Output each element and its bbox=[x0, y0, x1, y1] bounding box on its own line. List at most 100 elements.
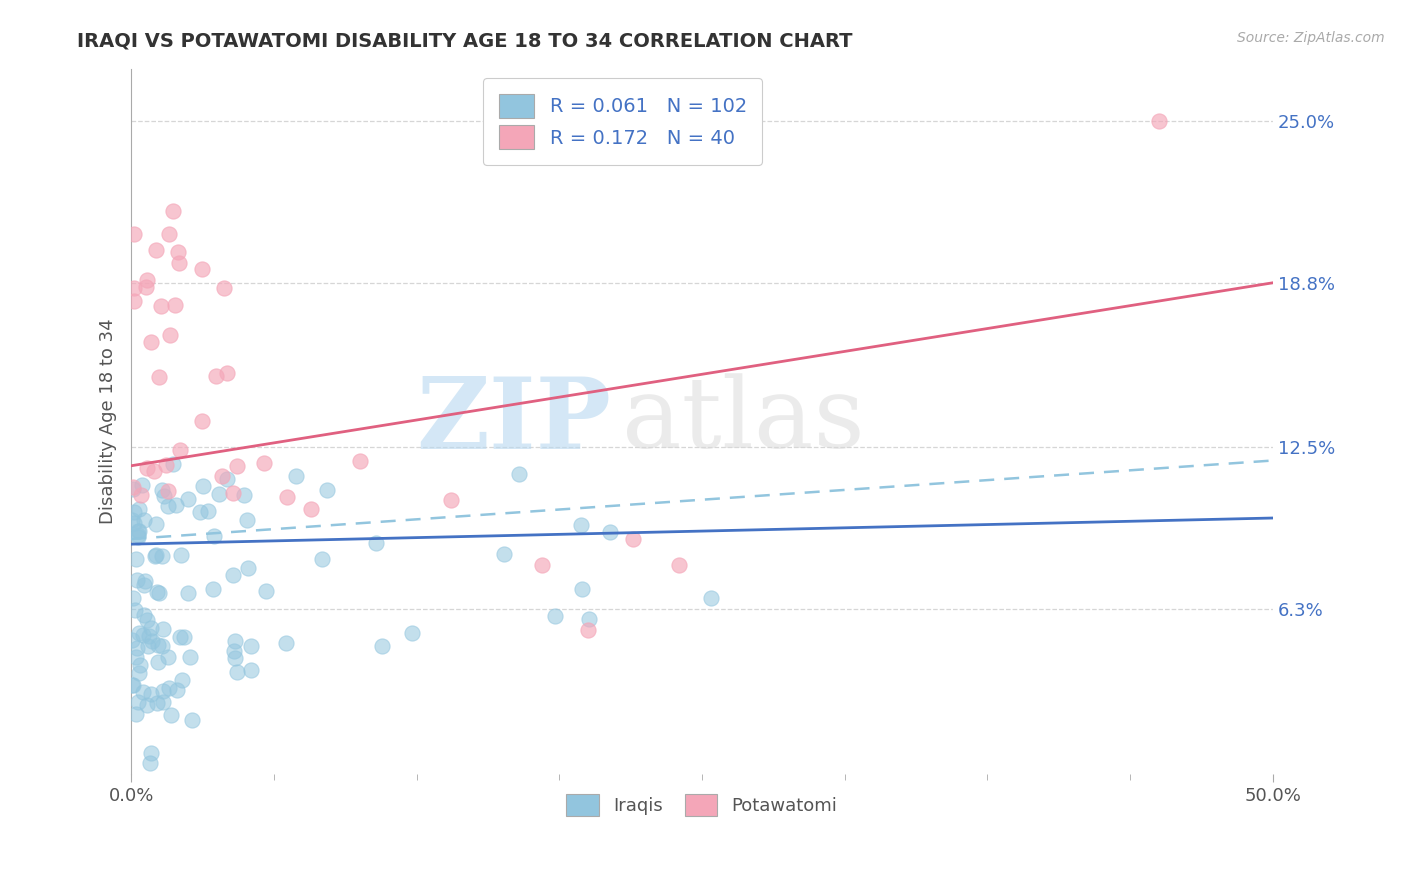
Point bbox=[150, 639, 173, 653]
Point bbox=[136, 613, 159, 627]
Point bbox=[224, 644, 246, 658]
Point bbox=[166, 245, 188, 260]
Point bbox=[494, 547, 516, 561]
Point bbox=[578, 612, 600, 626]
Point bbox=[169, 631, 191, 645]
Point bbox=[177, 586, 200, 600]
Text: IRAQI VS POTAWATOMI DISABILITY AGE 18 TO 34 CORRELATION CHART: IRAQI VS POTAWATOMI DISABILITY AGE 18 TO… bbox=[77, 31, 853, 50]
Point bbox=[371, 639, 394, 653]
Point bbox=[599, 524, 621, 539]
Point bbox=[152, 489, 174, 503]
Point bbox=[233, 487, 256, 501]
Text: atlas: atlas bbox=[621, 374, 865, 469]
Point bbox=[166, 683, 188, 698]
Point bbox=[135, 280, 157, 294]
Point bbox=[179, 649, 201, 664]
Point bbox=[139, 756, 162, 771]
Point bbox=[159, 708, 181, 723]
Point bbox=[212, 281, 235, 295]
Point bbox=[162, 457, 184, 471]
Point bbox=[146, 584, 169, 599]
Point bbox=[222, 486, 245, 500]
Point bbox=[136, 272, 159, 286]
Point bbox=[349, 453, 371, 467]
Point bbox=[197, 503, 219, 517]
Y-axis label: Disability Age 18 to 34: Disability Age 18 to 34 bbox=[100, 318, 117, 524]
Point bbox=[157, 681, 180, 695]
Point bbox=[225, 665, 247, 680]
Point bbox=[121, 513, 143, 527]
Point bbox=[152, 695, 174, 709]
Point bbox=[132, 684, 155, 698]
Point bbox=[217, 472, 239, 486]
Point bbox=[202, 582, 225, 596]
Point bbox=[311, 552, 333, 566]
Point bbox=[125, 649, 148, 664]
Point bbox=[122, 480, 145, 494]
Point bbox=[122, 516, 145, 530]
Point bbox=[124, 505, 146, 519]
Point bbox=[150, 299, 173, 313]
Point bbox=[235, 513, 257, 527]
Point bbox=[211, 468, 233, 483]
Point bbox=[145, 696, 167, 710]
Point bbox=[226, 459, 249, 474]
Point bbox=[141, 334, 163, 349]
Point bbox=[668, 558, 690, 572]
Point bbox=[145, 243, 167, 257]
Point bbox=[181, 714, 204, 728]
Point bbox=[125, 706, 148, 721]
Point bbox=[215, 366, 238, 380]
Point bbox=[125, 641, 148, 656]
Point bbox=[157, 499, 180, 513]
Point bbox=[205, 369, 228, 384]
Point bbox=[276, 636, 298, 650]
Point bbox=[156, 484, 179, 499]
Point bbox=[191, 479, 214, 493]
Point bbox=[576, 624, 599, 638]
Point bbox=[122, 227, 145, 242]
Point bbox=[401, 626, 423, 640]
Point bbox=[143, 464, 166, 478]
Point bbox=[129, 658, 152, 673]
Point bbox=[127, 530, 149, 544]
Point bbox=[134, 574, 156, 588]
Point bbox=[138, 629, 160, 643]
Point bbox=[124, 280, 146, 294]
Point bbox=[145, 517, 167, 532]
Point bbox=[124, 603, 146, 617]
Point bbox=[132, 607, 155, 622]
Point bbox=[141, 633, 163, 648]
Point bbox=[276, 491, 298, 505]
Point bbox=[571, 582, 593, 596]
Point bbox=[135, 698, 157, 713]
Point bbox=[165, 498, 187, 512]
Point bbox=[131, 477, 153, 491]
Point bbox=[125, 573, 148, 587]
Point bbox=[157, 649, 180, 664]
Point bbox=[136, 460, 159, 475]
Point bbox=[364, 536, 387, 550]
Point bbox=[191, 262, 214, 277]
Point bbox=[121, 678, 143, 692]
Point bbox=[128, 625, 150, 640]
Point bbox=[207, 487, 229, 501]
Point bbox=[132, 628, 155, 642]
Point bbox=[128, 524, 150, 539]
Point bbox=[148, 586, 170, 600]
Point bbox=[159, 327, 181, 342]
Point bbox=[143, 549, 166, 563]
Point bbox=[253, 456, 276, 470]
Point bbox=[162, 204, 184, 219]
Point bbox=[163, 298, 186, 312]
Point bbox=[569, 518, 592, 533]
Point bbox=[132, 513, 155, 527]
Point bbox=[254, 583, 277, 598]
Point bbox=[148, 369, 170, 384]
Point bbox=[236, 561, 259, 575]
Point bbox=[148, 655, 170, 669]
Point bbox=[700, 591, 723, 606]
Point bbox=[122, 678, 145, 692]
Point bbox=[240, 663, 263, 677]
Point bbox=[145, 548, 167, 562]
